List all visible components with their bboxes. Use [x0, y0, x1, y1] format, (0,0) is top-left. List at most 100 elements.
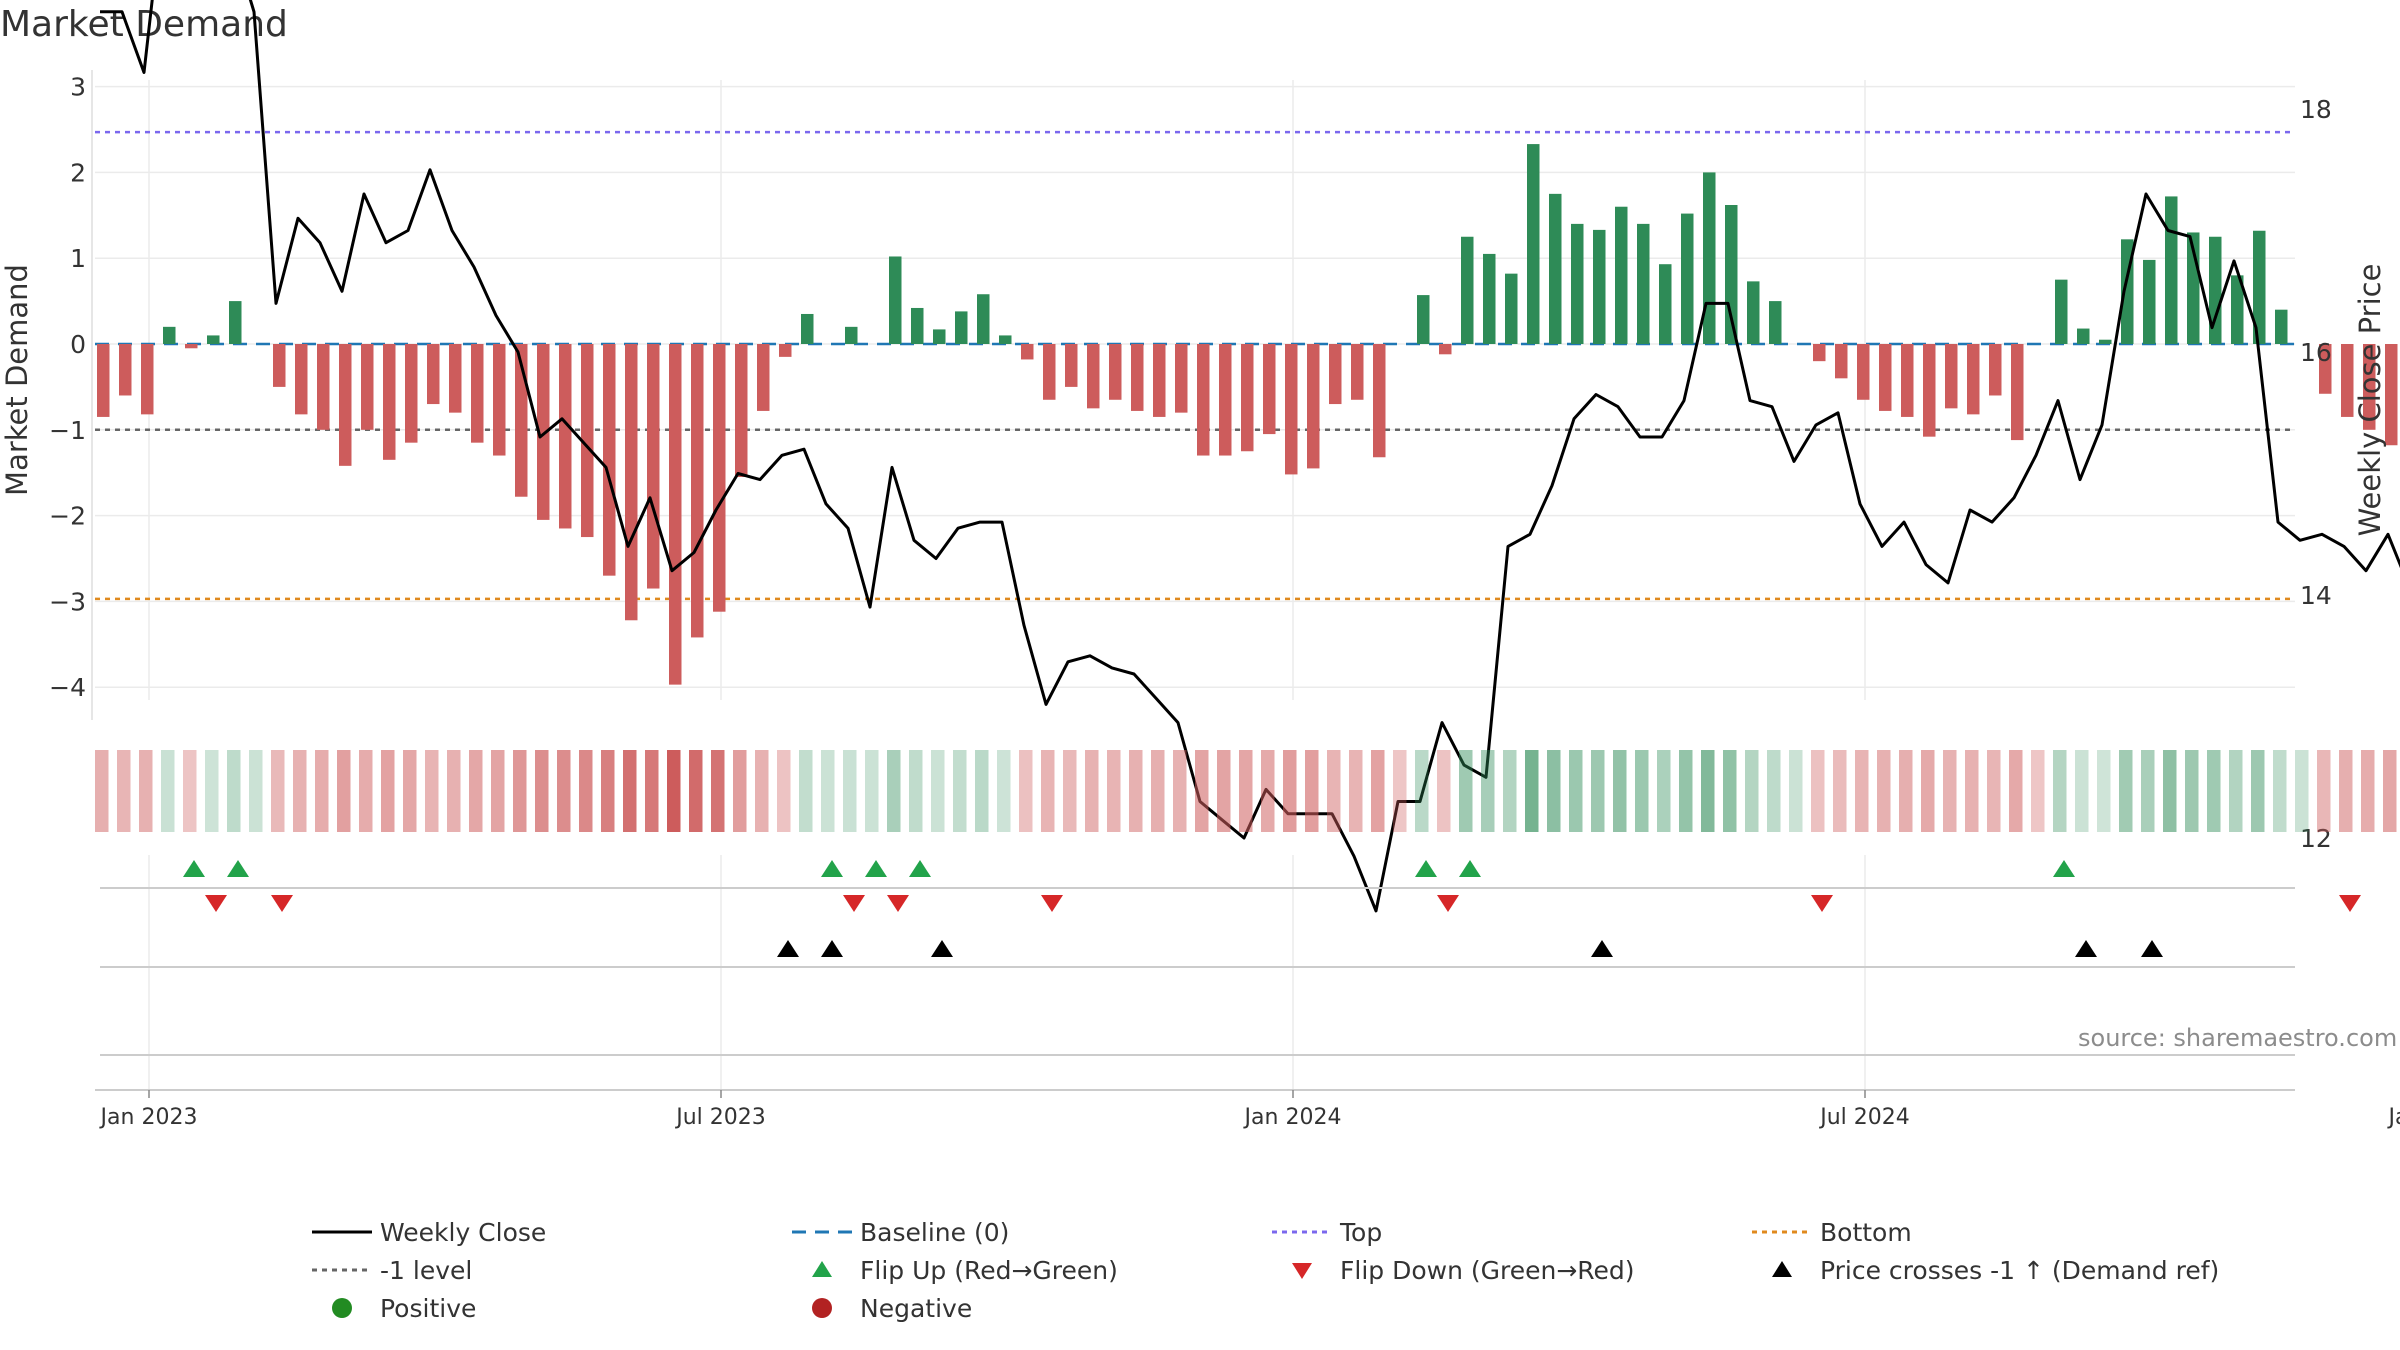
state-cell	[2163, 750, 2177, 832]
flip-down-marker	[1811, 895, 1833, 912]
demand-bar	[1043, 344, 1056, 400]
x-tick-label: Jul 2024	[1818, 1105, 1910, 1130]
demand-bar	[1373, 344, 1386, 458]
demand-bar	[1571, 223, 1584, 344]
state-cell	[909, 750, 923, 832]
y-axis-right: 2018161412	[2300, 95, 2332, 853]
demand-bar	[1131, 344, 1144, 411]
state-cell	[1503, 750, 1517, 832]
demand-bar	[1351, 344, 1364, 400]
demand-bar	[1747, 281, 1760, 344]
flip-up-marker	[865, 860, 887, 877]
demand-bar	[691, 344, 704, 638]
demand-bar	[801, 313, 814, 344]
demand-bar	[1307, 344, 1320, 469]
price-cross-marker	[821, 940, 843, 957]
state-cell	[1767, 750, 1781, 832]
state-cell	[2141, 750, 2155, 832]
demand-bar	[735, 344, 748, 477]
event-markers	[95, 860, 2361, 1091]
demand-bar	[317, 344, 330, 430]
state-cell	[2009, 750, 2023, 832]
state-cell	[2053, 750, 2067, 832]
state-cell	[161, 750, 175, 832]
demand-bar	[449, 344, 462, 413]
price-cross-marker	[1591, 940, 1613, 957]
legend-label: Flip Down (Green→Red)	[1340, 1255, 1635, 1285]
top-swatch-icon	[1260, 1215, 1332, 1249]
y-left-tick-label: 1	[70, 244, 86, 273]
flip-up-marker	[821, 860, 843, 877]
state-cell	[249, 750, 263, 832]
state-cell	[1525, 750, 1539, 832]
state-cell	[1745, 750, 1759, 832]
state-cell	[821, 750, 835, 832]
demand-bar	[361, 344, 374, 430]
state-cell	[227, 750, 241, 832]
legend-item-weekly-close: Weekly Close	[300, 1215, 546, 1249]
y-axis-left: 3 2 1 0 −4 −3 −2 −1	[49, 73, 86, 703]
demand-bar	[1681, 213, 1694, 344]
demand-bar	[1461, 236, 1474, 344]
state-cell	[1349, 750, 1363, 832]
state-heatmap-row	[95, 750, 2397, 832]
y-left-tick-label: −1	[49, 416, 86, 445]
flip-down-marker	[1041, 895, 1063, 912]
y-right-tick-label: 16	[2300, 338, 2332, 367]
state-cell	[1305, 750, 1319, 832]
state-cell	[1943, 750, 1957, 832]
x-tick-label: Jan 2025	[2387, 1105, 2400, 1130]
state-cell	[2207, 750, 2221, 832]
bottom-swatch-icon	[1740, 1215, 1812, 1249]
state-cell	[1987, 750, 2001, 832]
state-cell	[865, 750, 879, 832]
demand-bar	[889, 256, 902, 344]
state-cell	[1679, 750, 1693, 832]
state-cell	[469, 750, 483, 832]
state-cell	[1547, 750, 1561, 832]
state-cell	[645, 750, 659, 832]
state-cell	[2031, 750, 2045, 832]
y-axis-left-label: Market Demand	[0, 264, 34, 496]
state-cell	[1261, 750, 1275, 832]
state-cell	[1877, 750, 1891, 832]
demand-bar	[1505, 273, 1518, 344]
legend-label: Positive	[380, 1293, 477, 1323]
state-cell	[359, 750, 373, 832]
state-cell	[1063, 750, 1077, 832]
demand-bar	[405, 344, 418, 443]
demand-bar	[1901, 344, 1914, 417]
state-cell	[95, 750, 109, 832]
state-cell	[953, 750, 967, 832]
demand-bar	[933, 329, 946, 344]
state-cell	[381, 750, 395, 832]
state-cell	[2119, 750, 2133, 832]
x-tick-label: Jan 2024	[1243, 1105, 1342, 1130]
state-cell	[1371, 750, 1385, 832]
state-cell	[2229, 750, 2243, 832]
flip-up-marker	[183, 860, 205, 877]
demand-bar	[625, 344, 638, 621]
demand-bar	[2011, 344, 2024, 441]
baseline-swatch-icon	[780, 1215, 852, 1249]
state-cell	[1481, 750, 1495, 832]
state-cell	[271, 750, 285, 832]
demand-bar	[1813, 344, 1826, 362]
state-cell	[997, 750, 1011, 832]
state-cell	[1217, 750, 1231, 832]
price-cross-marker	[2141, 940, 2163, 957]
demand-bar	[2143, 259, 2156, 344]
legend-label: -1 level	[380, 1255, 473, 1285]
demand-bar	[185, 344, 198, 349]
state-cell	[205, 750, 219, 832]
weekly-close-line	[100, 0, 2400, 913]
x-tick-label: Jan 2023	[99, 1105, 198, 1130]
demand-bar	[603, 344, 616, 576]
flip-down-marker	[887, 895, 909, 912]
state-cell	[1327, 750, 1341, 832]
demand-bar	[559, 344, 572, 529]
legend-item-flip-up: Flip Up (Red→Green)	[780, 1253, 1118, 1287]
demand-bar	[977, 294, 990, 344]
state-cell	[1899, 750, 1913, 832]
demand-bar	[2275, 309, 2288, 344]
